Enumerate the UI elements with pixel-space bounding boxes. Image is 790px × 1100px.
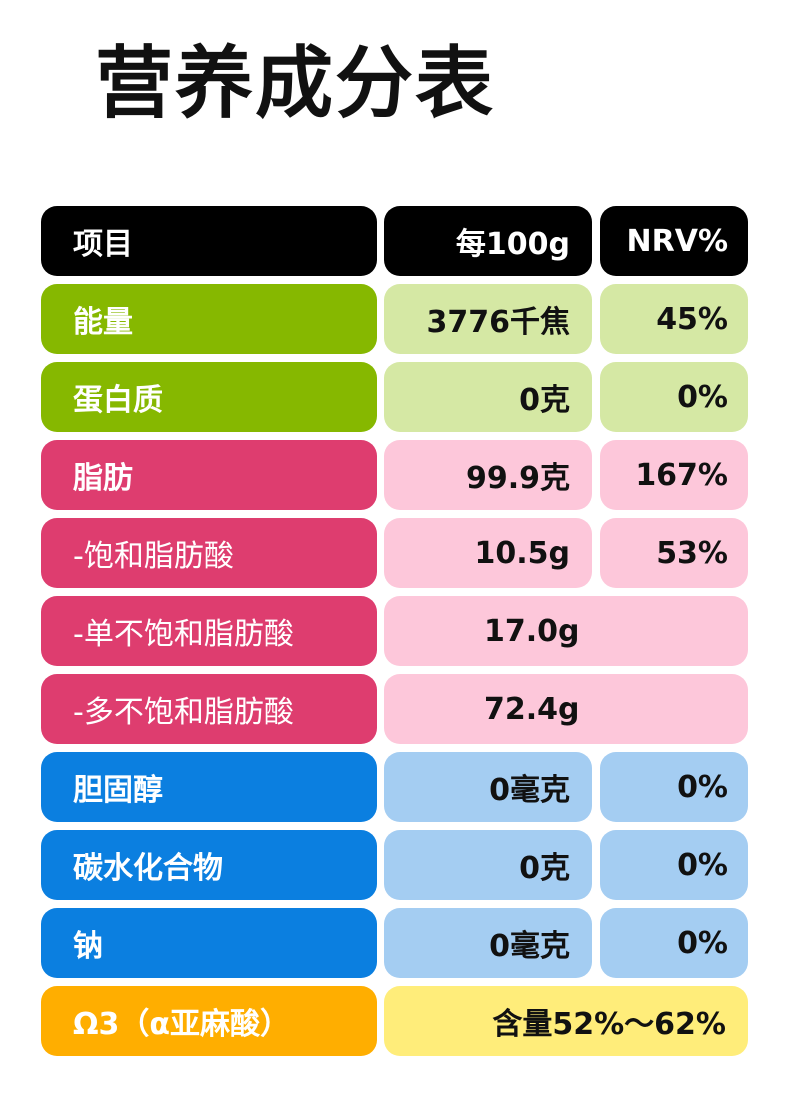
row-nrv-saturated-fat: 53%	[600, 518, 748, 588]
row-value-sodium: 0毫克	[384, 908, 592, 978]
row-value-omega3: 含量52%～62%	[384, 986, 748, 1056]
row-nrv-carbohydrate: 0%	[600, 830, 748, 900]
row-nrv-fat: 167%	[600, 440, 748, 510]
header-per100g: 每100g	[384, 206, 592, 276]
row-nrv-energy: 45%	[600, 284, 748, 354]
row-label-fat: 脂肪	[41, 440, 377, 510]
row-nrv-protein: 0%	[600, 362, 748, 432]
row-label-sodium: 钠	[41, 908, 377, 978]
row-label-cholesterol: 胆固醇	[41, 752, 377, 822]
row-value-energy: 3776千焦	[384, 284, 592, 354]
row-label-monounsaturated-fat: -单不饱和脂肪酸	[41, 596, 377, 666]
row-label-polyunsaturated-fat: -多不饱和脂肪酸	[41, 674, 377, 744]
row-label-carbohydrate: 碳水化合物	[41, 830, 377, 900]
row-value-cholesterol: 0毫克	[384, 752, 592, 822]
row-nrv-cholesterol: 0%	[600, 752, 748, 822]
row-value-carbohydrate: 0克	[384, 830, 592, 900]
row-label-saturated-fat: -饱和脂肪酸	[41, 518, 377, 588]
page-title: 营养成分表	[95, 39, 496, 129]
row-label-protein: 蛋白质	[41, 362, 377, 432]
header-item: 项目	[41, 206, 377, 276]
row-value-saturated-fat: 10.5g	[384, 518, 592, 588]
row-value-monounsaturated-fat: 17.0g	[384, 596, 748, 666]
row-nrv-sodium: 0%	[600, 908, 748, 978]
row-label-energy: 能量	[41, 284, 377, 354]
row-value-polyunsaturated-fat: 72.4g	[384, 674, 748, 744]
header-nrv: NRV%	[600, 206, 748, 276]
row-value-fat: 99.9克	[384, 440, 592, 510]
row-label-omega3: Ω3（α亚麻酸）	[41, 986, 377, 1056]
row-value-protein: 0克	[384, 362, 592, 432]
